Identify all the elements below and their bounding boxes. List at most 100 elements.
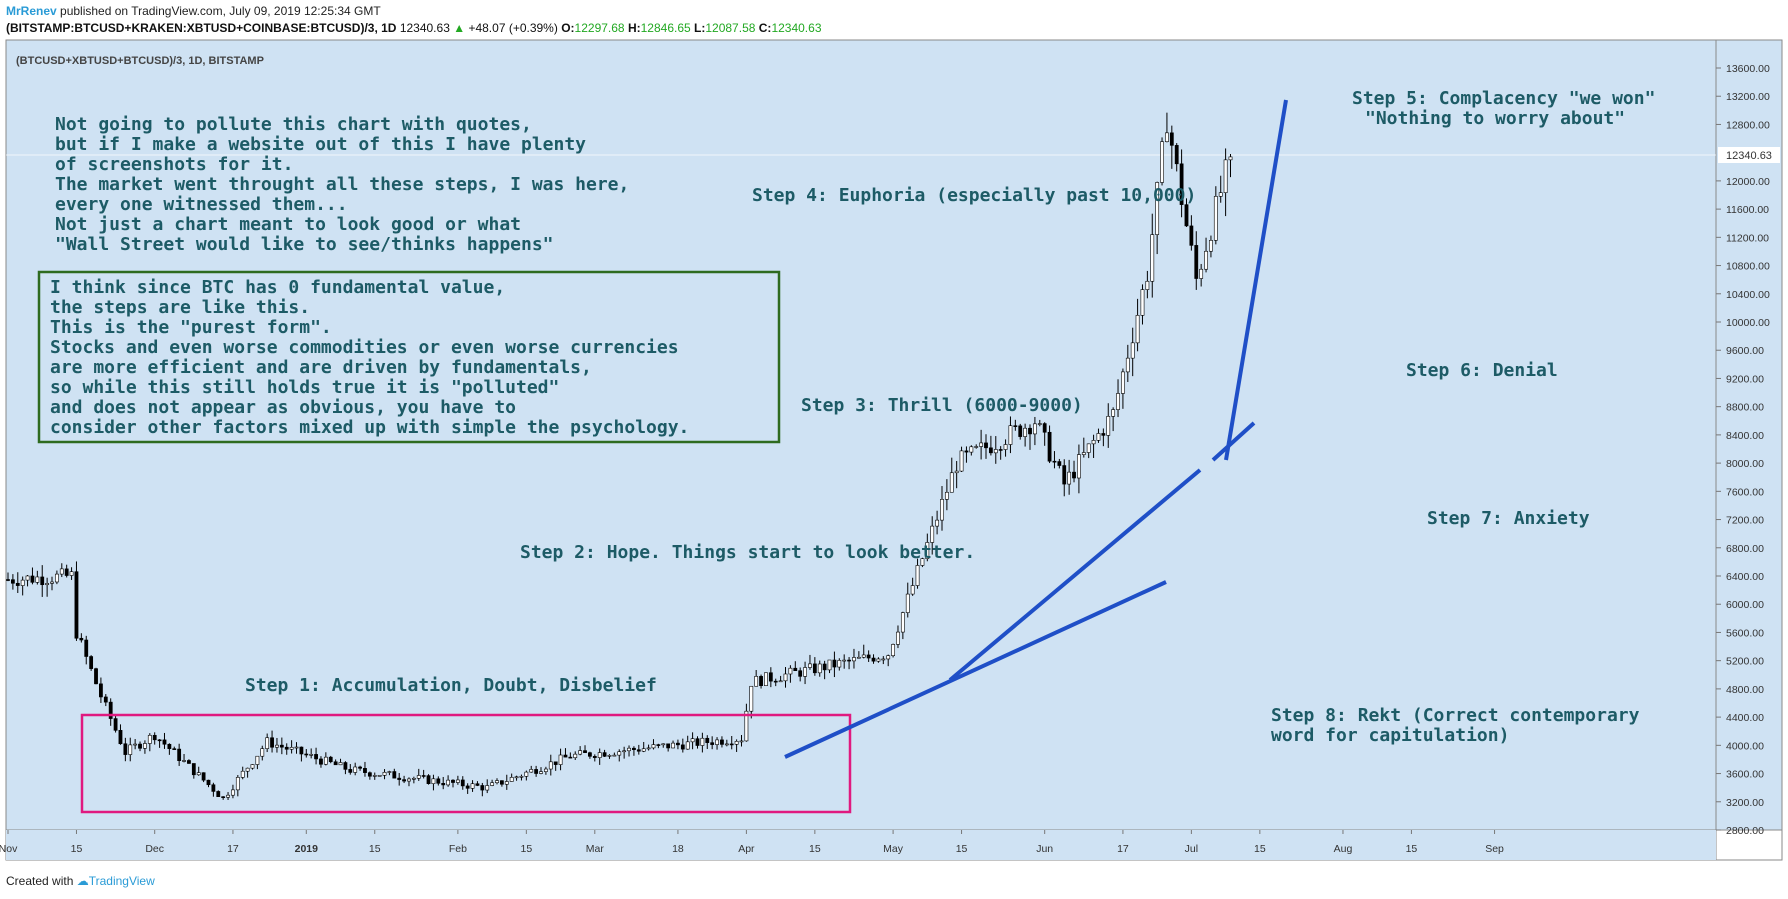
trendline-hope[interactable] [784, 580, 1167, 759]
candle-up [495, 780, 499, 784]
candle-up [1086, 443, 1091, 453]
tradingview-logo-icon[interactable]: ☁ [76, 874, 89, 888]
candle-down [172, 748, 177, 750]
step2-label[interactable]: Step 2: Hope. Things start to look bette… [520, 542, 975, 563]
candle-down [568, 756, 573, 759]
candle-up [1150, 234, 1155, 282]
candle-down [304, 753, 309, 756]
price-tick-label: 6800.00 [1726, 543, 1764, 555]
candle-up [529, 769, 534, 773]
step5-label-line2[interactable]: "Nothing to worry about" [1365, 108, 1625, 129]
note-line: This is the "purest form". [50, 317, 332, 338]
candle-down [988, 447, 993, 454]
candle-up [514, 776, 519, 779]
chart-canvas[interactable]: 13600.00 13200.00 12800.00 12000.00 11600.00… [0, 0, 1788, 870]
price-tick-label: 8800.00 [1726, 402, 1764, 414]
note-box[interactable] [37, 270, 781, 444]
candle-up [1033, 423, 1037, 435]
candle-down [191, 763, 196, 776]
candle-up [661, 743, 666, 746]
price-tick-label: 8400.00 [1726, 430, 1764, 442]
time-tick-label: 15 [1254, 843, 1266, 855]
author-name[interactable]: MrRenev [6, 4, 57, 18]
price-tick-label: 2800.00 [1726, 825, 1764, 837]
candle-down [162, 739, 167, 745]
candle-down [451, 779, 455, 783]
step8-label-line2[interactable]: word for capitulation) [1271, 725, 1509, 746]
candle-down [1042, 423, 1047, 433]
candle-down [832, 659, 837, 668]
candle-down [636, 749, 641, 752]
candle-down [279, 744, 284, 748]
candle-up [949, 472, 954, 493]
step8-label-line1[interactable]: Step 8: Rekt (Correct contemporary [1271, 705, 1640, 726]
candle-down [284, 746, 289, 750]
candle-up [837, 660, 842, 668]
step6-label[interactable]: Step 6: Denial [1406, 360, 1558, 381]
intro-annotation[interactable]: Not going to pollute this chart with quo… [55, 114, 629, 255]
low-value: 12087.58 [705, 21, 756, 35]
price-tick-label: 3200.00 [1726, 797, 1764, 809]
candle-down [1062, 465, 1067, 485]
trendline-acceleration[interactable] [1211, 421, 1256, 462]
time-tick-label: Apr [738, 843, 755, 855]
tradingview-link[interactable]: TradingView [88, 874, 155, 888]
candle-down [103, 696, 108, 703]
candle-up [852, 657, 856, 662]
candle-up [1160, 141, 1164, 183]
time-tick-label: Feb [449, 843, 467, 855]
candle-up [754, 676, 759, 687]
accumulation-box[interactable] [80, 713, 852, 814]
candle-down [729, 743, 734, 746]
candle-up [289, 747, 294, 750]
candle-up [856, 656, 861, 659]
candle-up [1003, 444, 1008, 450]
candle-down [1013, 425, 1018, 427]
candle-up [372, 775, 377, 777]
candle-up [896, 631, 900, 645]
candle-up [597, 752, 602, 758]
candle-down [348, 769, 353, 773]
candle-up [59, 568, 64, 575]
trendline-euphoria[interactable] [1224, 99, 1288, 461]
candle-up [519, 775, 524, 778]
price-tick-label: 7600.00 [1726, 486, 1764, 498]
candle-down [187, 760, 191, 764]
candle-up [1223, 159, 1228, 193]
candle-down [1174, 145, 1179, 165]
candle-up [294, 746, 299, 749]
candle-down [118, 730, 123, 745]
candle-down [6, 579, 10, 581]
time-tick-label: 15 [369, 843, 381, 855]
candle-down [822, 663, 827, 671]
step7-label[interactable]: Step 7: Anxiety [1427, 508, 1590, 529]
note-annotation[interactable]: I think since BTC has 0 fundamental valu… [50, 277, 689, 438]
time-tick-label: Mar [586, 843, 605, 855]
publish-info: MrRenev published on TradingView.com, Ju… [6, 4, 381, 18]
candle-up [969, 446, 974, 453]
candle-up [954, 470, 959, 474]
candle-up [504, 781, 509, 785]
step3-label[interactable]: Step 3: Thrill (6000-9000) [801, 395, 1083, 416]
candle-up [260, 748, 265, 757]
chart-panel[interactable] [6, 40, 1716, 830]
candle-up [196, 772, 201, 776]
candle-up [715, 739, 719, 745]
candle-up [1213, 196, 1218, 241]
candle-up [250, 764, 255, 769]
step5-label-line1[interactable]: Step 5: Complacency "we won" [1352, 88, 1655, 109]
candle-up [1145, 280, 1150, 290]
candle-up [1096, 433, 1101, 441]
candle-down [436, 778, 441, 784]
high-label: H: [627, 21, 641, 35]
price-axis-panel[interactable] [1716, 40, 1782, 830]
candle-up [627, 747, 631, 752]
step4-label[interactable]: Step 4: Euphoria (especially past 10,000… [752, 185, 1196, 206]
candle-down [656, 744, 661, 746]
candle-up [265, 737, 270, 749]
trendline-thrill[interactable] [948, 468, 1202, 682]
candle-up [407, 778, 411, 782]
candle-up [783, 673, 788, 682]
time-axis-panel[interactable] [6, 830, 1716, 860]
step1-label[interactable]: Step 1: Accumulation, Doubt, Disbelief [245, 675, 657, 696]
